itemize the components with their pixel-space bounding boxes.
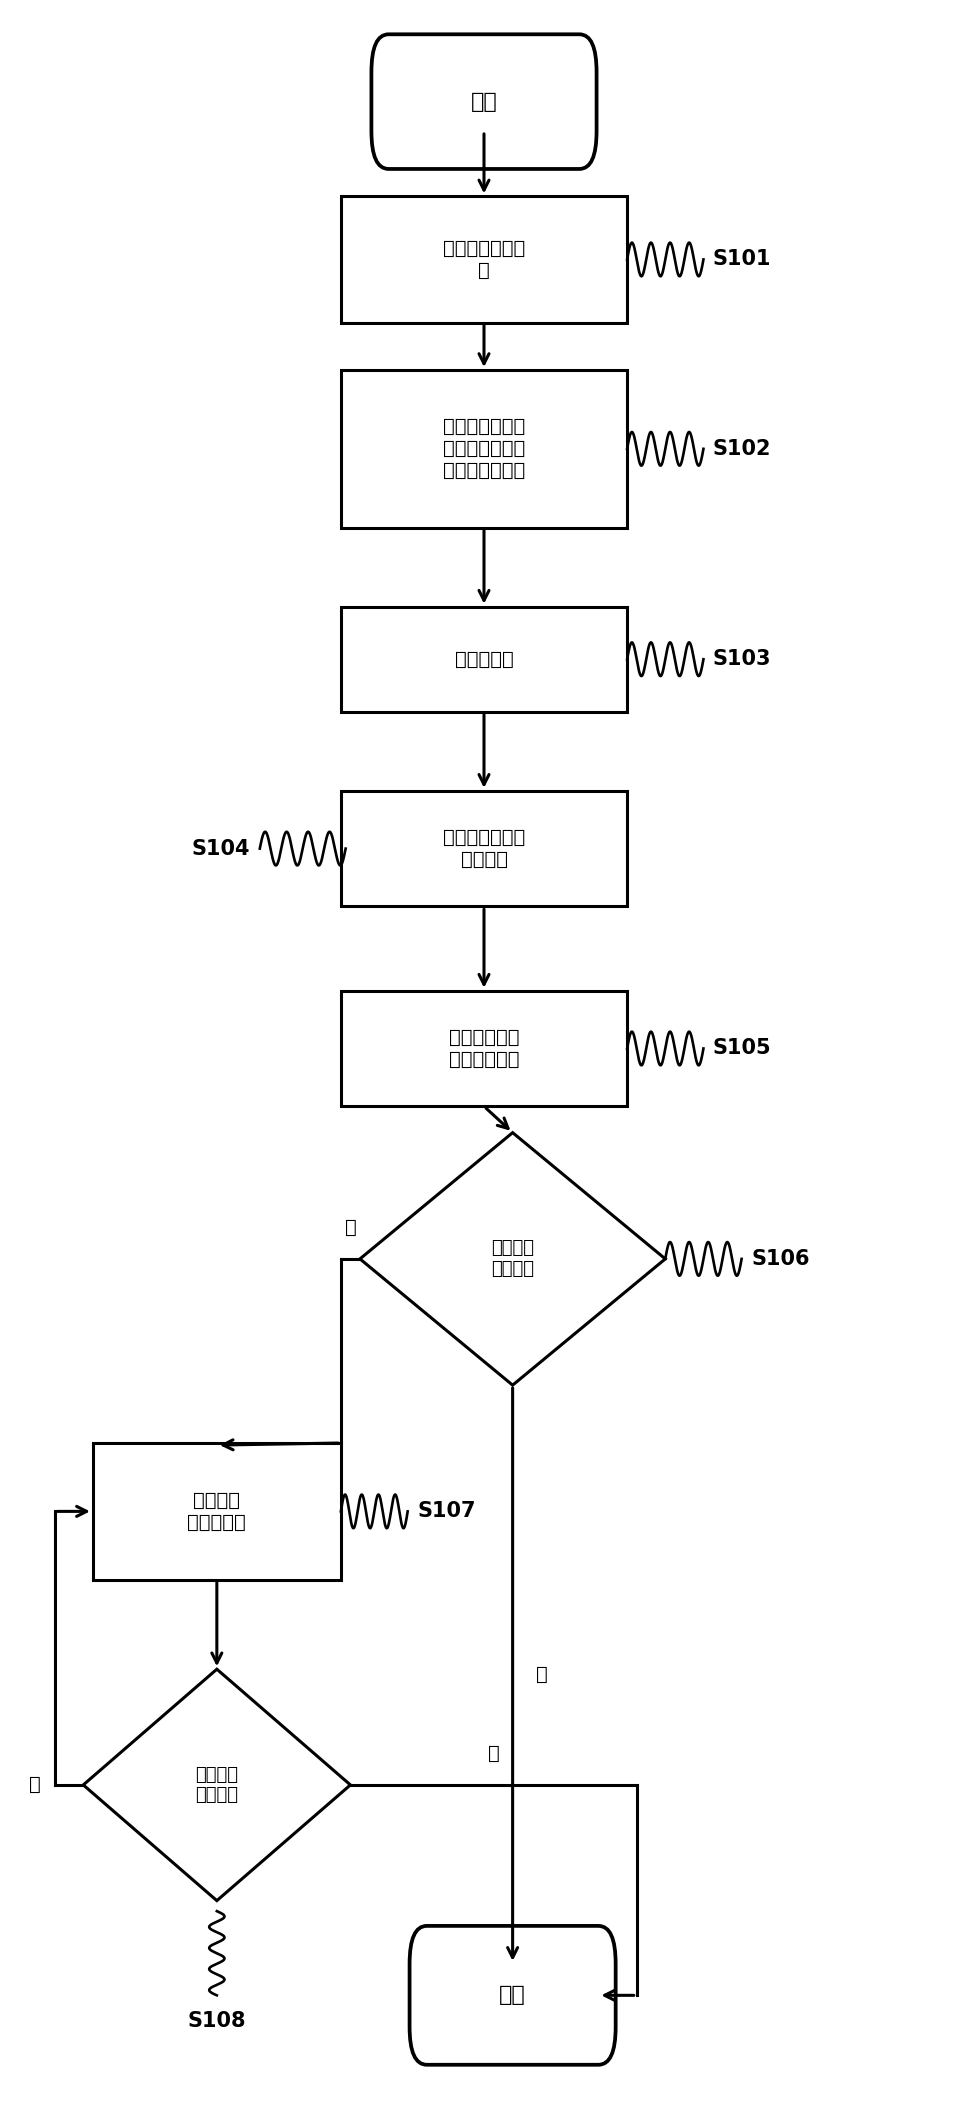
Text: 信宿解密解码
得到真实数据: 信宿解密解码 得到真实数据 [449,1027,519,1070]
Text: 否: 否 [29,1775,41,1794]
Text: 请求信源
重新发数据: 请求信源 重新发数据 [188,1491,246,1531]
Text: 构造数据包: 构造数据包 [455,650,513,669]
Bar [341,991,627,1106]
FancyBboxPatch shape [372,34,596,169]
Text: 是: 是 [536,1665,548,1684]
Text: 否: 否 [345,1218,356,1237]
Bar [341,371,627,527]
Polygon shape [360,1133,665,1385]
Text: S105: S105 [713,1038,771,1059]
Bar [341,606,627,712]
Text: 加密部分信源信
息: 加密部分信源信 息 [443,239,525,280]
Text: S108: S108 [188,2010,246,2031]
Text: 结束: 结束 [499,1985,526,2006]
Text: S107: S107 [417,1502,475,1521]
FancyBboxPatch shape [409,1925,616,2065]
Text: 开始: 开始 [470,91,498,112]
Text: 计算得到用于网
络中传输的信息
和完整性校验码: 计算得到用于网 络中传输的信息 和完整性校验码 [443,417,525,481]
Bar [93,1442,341,1580]
Bar [341,197,627,322]
Text: 检验数据
是否完整: 检验数据 是否完整 [196,1766,238,1805]
Text: S101: S101 [713,250,771,269]
Text: S106: S106 [751,1250,809,1269]
Text: S103: S103 [713,650,771,669]
Text: S102: S102 [713,438,771,460]
Bar [341,790,627,907]
Polygon shape [83,1669,350,1900]
Text: S104: S104 [192,839,251,858]
Text: 检验数据
是否完整: 检验数据 是否完整 [491,1239,534,1279]
Text: 网络编码操作并
转发数据: 网络编码操作并 转发数据 [443,828,525,868]
Text: 是: 是 [488,1743,499,1762]
